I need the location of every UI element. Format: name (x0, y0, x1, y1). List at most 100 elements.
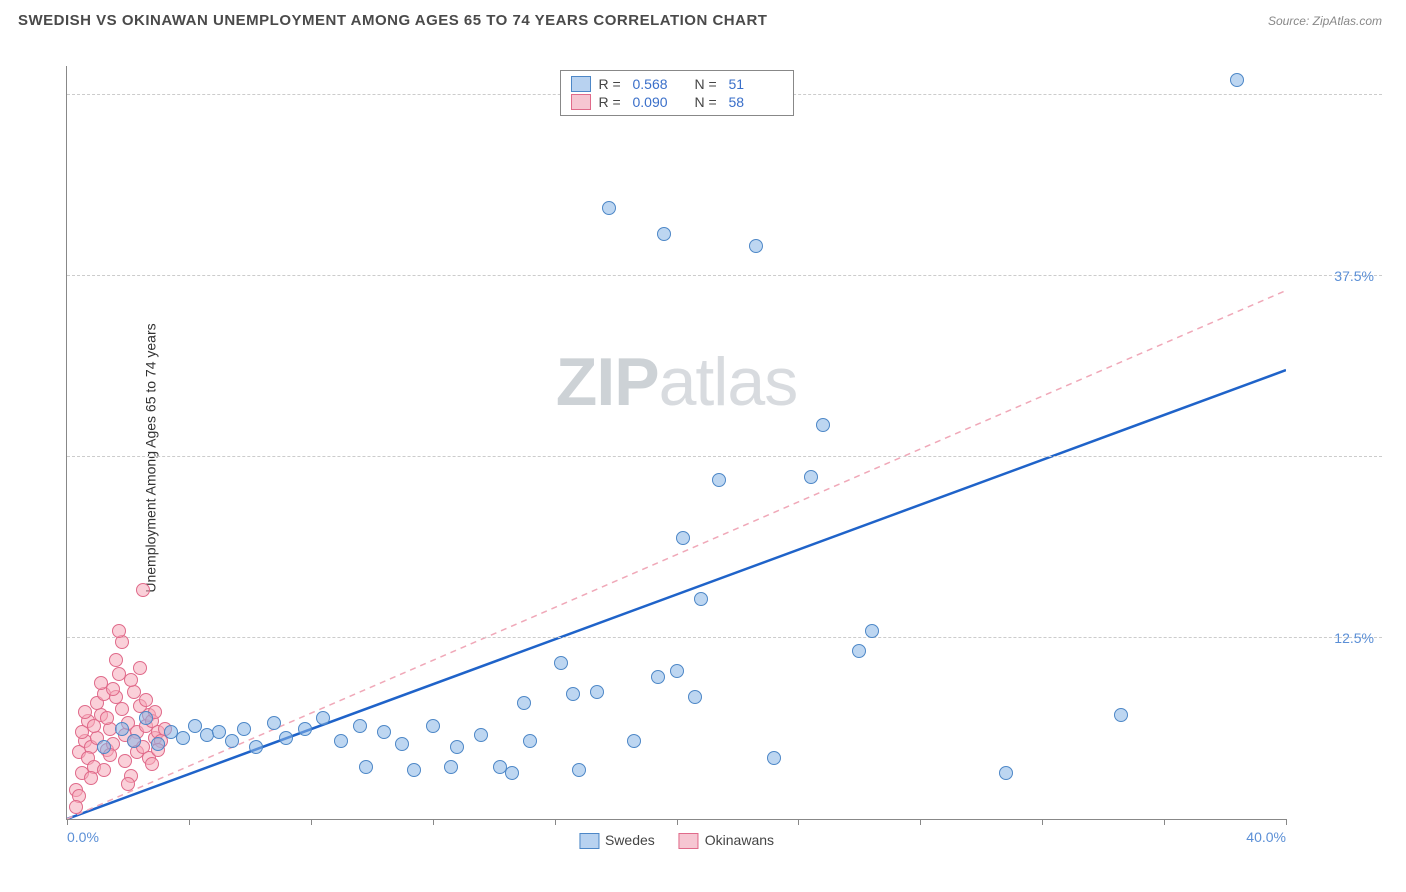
x-tick (920, 819, 921, 825)
data-point-swedes (395, 737, 409, 751)
data-point-swedes (566, 687, 580, 701)
legend-r-value-swedes: 0.568 (633, 76, 687, 92)
chart-wrap: Unemployment Among Ages 65 to 74 years Z… (48, 48, 1382, 868)
data-point-okinawans (145, 757, 159, 771)
legend-r-label: R = (599, 76, 625, 92)
y-tick-label: 12.5% (1334, 630, 1374, 646)
legend-stats-row-swedes: R = 0.568 N = 51 (571, 75, 783, 93)
x-tick (189, 819, 190, 825)
data-point-swedes (688, 690, 702, 704)
x-tick (433, 819, 434, 825)
legend-label-okinawans: Okinawans (705, 832, 774, 848)
data-point-swedes (237, 722, 251, 736)
data-point-swedes (377, 725, 391, 739)
data-point-okinawans (100, 711, 114, 725)
data-point-swedes (523, 734, 537, 748)
trend-line-okinawans (67, 290, 1286, 819)
data-point-swedes (444, 760, 458, 774)
data-point-swedes (334, 734, 348, 748)
data-point-swedes (426, 719, 440, 733)
source-label: Source: (1268, 14, 1313, 28)
data-point-okinawans (121, 777, 135, 791)
data-point-swedes (115, 722, 129, 736)
data-point-swedes (517, 696, 531, 710)
data-point-swedes (353, 719, 367, 733)
legend-n-value-swedes: 51 (729, 76, 783, 92)
legend-stats: R = 0.568 N = 51 R = 0.090 N = 58 (560, 70, 794, 116)
data-point-swedes (657, 227, 671, 241)
data-point-swedes (505, 766, 519, 780)
legend-swatch-swedes (571, 76, 591, 92)
data-point-swedes (572, 763, 586, 777)
data-point-okinawans (69, 800, 83, 814)
gridline-h (67, 637, 1382, 638)
data-point-swedes (474, 728, 488, 742)
data-point-swedes (1114, 708, 1128, 722)
data-point-swedes (298, 722, 312, 736)
data-point-okinawans (118, 754, 132, 768)
data-point-swedes (852, 644, 866, 658)
legend-series: Swedes Okinawans (579, 832, 774, 849)
x-tick (311, 819, 312, 825)
legend-n-label: N = (695, 76, 721, 92)
data-point-swedes (999, 766, 1013, 780)
data-point-swedes (139, 711, 153, 725)
watermark-zip: ZIP (556, 344, 659, 420)
watermark: ZIPatlas (556, 343, 797, 421)
legend-swatch-swedes (579, 833, 599, 849)
legend-swatch-okinawans (679, 833, 699, 849)
data-point-swedes (267, 716, 281, 730)
data-point-okinawans (115, 702, 129, 716)
trend-line-swedes (67, 370, 1286, 819)
legend-n-value-okinawans: 58 (729, 94, 783, 110)
data-point-swedes (225, 734, 239, 748)
data-point-okinawans (133, 661, 147, 675)
trend-lines-svg (67, 66, 1286, 819)
data-point-swedes (749, 239, 763, 253)
data-point-swedes (127, 734, 141, 748)
data-point-swedes (316, 711, 330, 725)
data-point-swedes (627, 734, 641, 748)
data-point-swedes (767, 751, 781, 765)
gridline-h (67, 275, 1382, 276)
data-point-okinawans (109, 653, 123, 667)
x-tick-label: 40.0% (1246, 829, 1286, 845)
data-point-swedes (804, 470, 818, 484)
data-point-swedes (590, 685, 604, 699)
data-point-swedes (151, 737, 165, 751)
data-point-swedes (249, 740, 263, 754)
chart-title: SWEDISH VS OKINAWAN UNEMPLOYMENT AMONG A… (18, 12, 1388, 29)
data-point-swedes (670, 664, 684, 678)
data-point-swedes (865, 624, 879, 638)
data-point-swedes (359, 760, 373, 774)
x-tick (677, 819, 678, 825)
legend-n-label: N = (695, 94, 721, 110)
x-tick (1164, 819, 1165, 825)
data-point-okinawans (97, 763, 111, 777)
data-point-swedes (602, 201, 616, 215)
legend-stats-row-okinawans: R = 0.090 N = 58 (571, 93, 783, 111)
x-tick (67, 819, 68, 825)
data-point-okinawans (136, 583, 150, 597)
data-point-okinawans (78, 705, 92, 719)
data-point-swedes (676, 531, 690, 545)
legend-r-label: R = (599, 94, 625, 110)
legend-item-swedes: Swedes (579, 832, 655, 849)
x-tick (1042, 819, 1043, 825)
legend-r-value-okinawans: 0.090 (633, 94, 687, 110)
data-point-swedes (651, 670, 665, 684)
source-name: ZipAtlas.com (1313, 14, 1382, 28)
data-point-swedes (97, 740, 111, 754)
legend-label-swedes: Swedes (605, 832, 655, 848)
data-point-swedes (816, 418, 830, 432)
data-point-okinawans (106, 682, 120, 696)
x-tick (798, 819, 799, 825)
data-point-swedes (694, 592, 708, 606)
source-attribution: Source: ZipAtlas.com (1268, 14, 1382, 28)
legend-swatch-okinawans (571, 94, 591, 110)
data-point-okinawans (124, 673, 138, 687)
gridline-h (67, 456, 1382, 457)
data-point-swedes (712, 473, 726, 487)
data-point-swedes (176, 731, 190, 745)
data-point-okinawans (112, 624, 126, 638)
